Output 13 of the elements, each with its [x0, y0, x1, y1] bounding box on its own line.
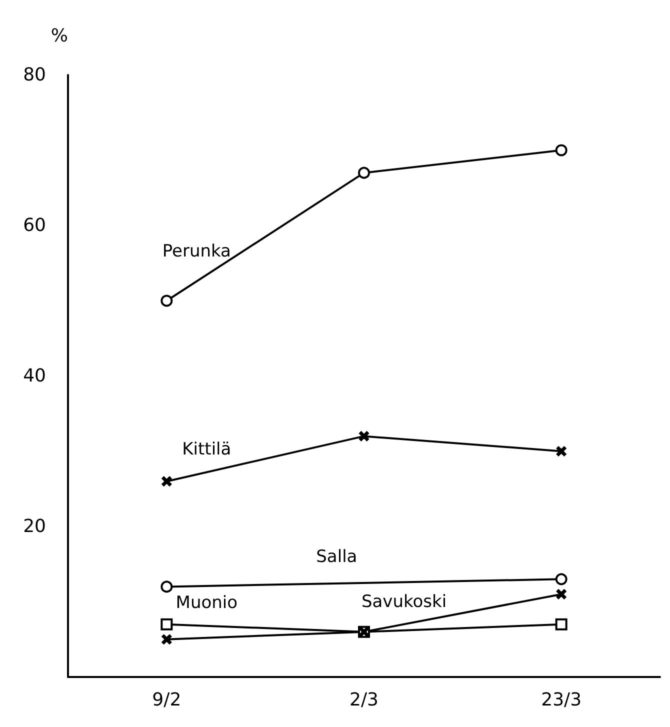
y-tick-label: 80	[23, 64, 46, 86]
series-label: Muonio	[176, 592, 238, 613]
x-tick-label: 23/3	[541, 690, 582, 710]
y-tick-label: 40	[23, 366, 46, 386]
x-tick-label: 2/3	[350, 690, 378, 710]
x-tick-label: 9/2	[152, 690, 182, 710]
y-tick-label: 20	[23, 516, 46, 537]
series-label: Salla	[316, 547, 358, 568]
series-label: Perunka	[162, 241, 231, 262]
y-axis-title: %	[50, 26, 68, 46]
series-label: Savukoski	[361, 592, 447, 612]
series-label: Kittilä	[182, 440, 232, 460]
y-tick-label: 60	[23, 215, 46, 236]
